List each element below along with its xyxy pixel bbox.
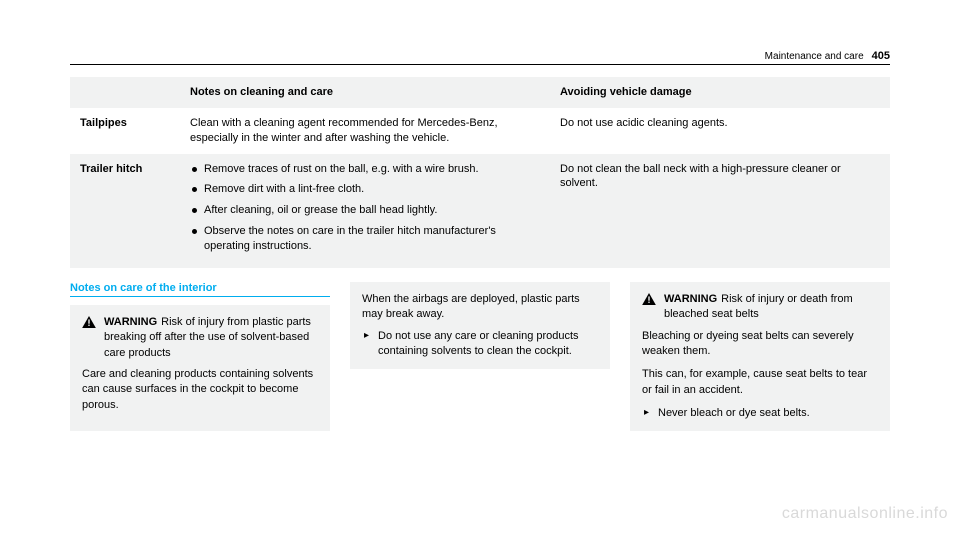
warning-text: WARNINGRisk of injury or death from blea… (664, 292, 878, 323)
warning-icon (642, 293, 656, 305)
row-notes: Clean with a cleaning agent recommended … (180, 108, 550, 154)
table-header-notes: Notes on cleaning and care (180, 77, 550, 108)
column-3: WARNINGRisk of injury or death from blea… (630, 282, 890, 432)
content-columns: Notes on care of the interior WARNINGRis… (70, 282, 890, 432)
row-label: Tailpipes (70, 108, 180, 154)
warning-head: WARNINGRisk of injury from plastic parts… (82, 315, 318, 361)
row-avoid: Do not clean the ball neck with a high-p… (550, 154, 890, 268)
warning-label: WARNING (104, 316, 157, 328)
header-section: Maintenance and care (765, 51, 864, 62)
table-header-avoid: Avoiding vehicle damage (550, 77, 890, 108)
row-notes: Remove traces of rust on the ball, e.g. … (180, 154, 550, 268)
bullet-item: Remove traces of rust on the ball, e.g. … (190, 162, 540, 177)
warning-head: WARNINGRisk of injury or death from blea… (642, 292, 878, 323)
warning-text: WARNINGRisk of injury from plastic parts… (104, 315, 318, 361)
table-header-row: Notes on cleaning and care Avoiding vehi… (70, 77, 890, 108)
warning-box-continuation: When the airbags are deployed, plastic p… (350, 282, 610, 370)
column-2: When the airbags are deployed, plastic p… (350, 282, 610, 432)
watermark: carmanualsonline.info (782, 505, 948, 523)
instruction-item: Never bleach or dye seat belts. (642, 406, 878, 421)
warning-box: WARNINGRisk of injury or death from blea… (630, 282, 890, 432)
column-1: Notes on care of the interior WARNINGRis… (70, 282, 330, 432)
table-header-empty (70, 77, 180, 108)
page-header: Maintenance and care 405 (70, 50, 890, 65)
row-avoid: Do not use acidic cleaning agents. (550, 108, 890, 154)
warning-body-1: Bleaching or dyeing seat belts can sever… (642, 329, 878, 360)
bullet-list: Remove traces of rust on the ball, e.g. … (190, 162, 540, 254)
continuation-text: When the airbags are deployed, plastic p… (362, 292, 598, 323)
row-label: Trailer hitch (70, 154, 180, 268)
warning-body-2: This can, for example, cause seat belts … (642, 367, 878, 398)
table-row: Trailer hitch Remove traces of rust on t… (70, 154, 890, 268)
table-row: Tailpipes Clean with a cleaning agent re… (70, 108, 890, 154)
care-table: Notes on cleaning and care Avoiding vehi… (70, 77, 890, 268)
bullet-item: After cleaning, oil or grease the ball h… (190, 203, 540, 218)
bullet-item: Observe the notes on care in the trailer… (190, 224, 540, 254)
instruction-item: Do not use any care or cleaning products… (362, 329, 598, 360)
warning-box: WARNINGRisk of injury from plastic parts… (70, 305, 330, 431)
warning-icon (82, 316, 96, 328)
bullet-item: Remove dirt with a lint-free cloth. (190, 182, 540, 197)
header-page-number: 405 (872, 50, 890, 62)
section-title: Notes on care of the interior (70, 282, 330, 297)
warning-label: WARNING (664, 293, 717, 305)
warning-body: Care and cleaning products containing so… (82, 367, 318, 413)
